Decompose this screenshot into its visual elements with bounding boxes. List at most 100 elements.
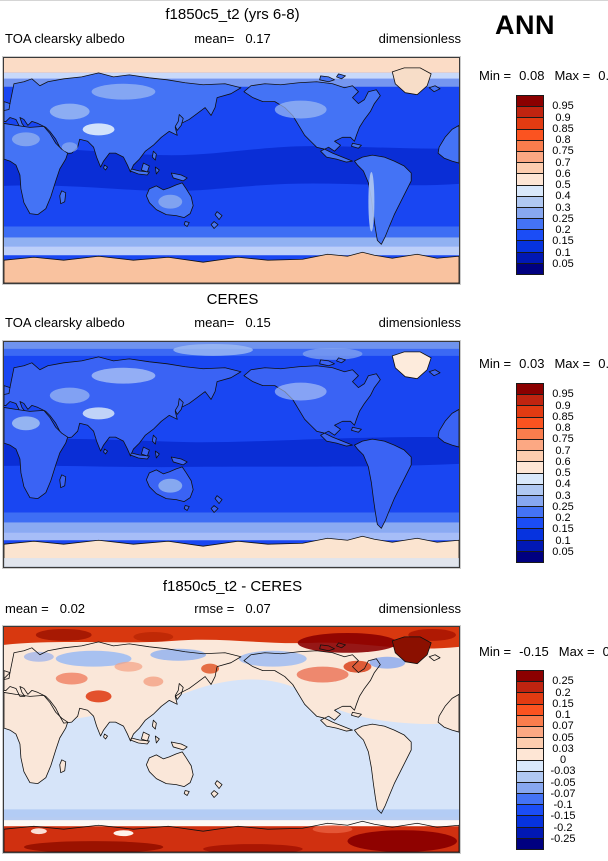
panel3-mean-label: mean = [5,601,49,616]
p3-arctic-darkred2 [35,628,92,641]
p3-southern-blue-band [4,809,459,821]
p3-midlat-blue2 [150,648,207,661]
panel3-colorbar-labels: 0.25 0.2 0.15 0.1 0.07 0.05 0.03 0 -0.03 -0.05 -0.… [550,675,576,845]
panel2-min-label: Min = [479,356,512,371]
p3-midlat-blue4 [369,656,406,669]
panel1-mean-value: 0.17 [245,31,271,46]
p2-southern-band2 [4,522,459,533]
panel2-max-label: Max = [554,356,591,371]
panel3-max-value: 0.59 [602,644,608,659]
p1-north-america-patch [274,100,327,119]
panel1-minmax: Min = 0.08 Max = 0.72 [479,68,608,83]
panel3-minmax: Min = -0.15 Max = 0.59 [479,644,608,659]
panel1-mean-label: mean= [194,31,235,46]
panel1-min-value: 0.08 [519,68,545,83]
panel1-variable-label: TOA clearsky albedo [5,31,125,46]
p1-subarctic-band [4,78,459,87]
p3-canada-red [296,666,349,683]
panel1-min-label: Min = [479,68,512,83]
p3-central-asia-red [55,672,88,685]
p3-siberia-red [114,661,143,672]
p2-southern-band3 [4,532,459,541]
pan2-max-value: 0.67 [598,356,608,371]
diff-map [3,626,460,853]
p1-southern-band3 [4,246,459,256]
top-divider [0,0,608,1]
p2-australia-patch [158,478,183,493]
panel1-units: dimensionless [378,31,461,46]
p2-siberia-patch [91,367,156,384]
p1-central-asia-patch [49,103,90,120]
p2-tibet-patch [82,407,115,420]
p3-antarctic-darkred2 [347,830,458,852]
panel2-variable-label: TOA clearsky albedo [5,315,125,330]
p3-tibet-red [85,690,112,703]
panel3-min-value: -0.15 [519,644,549,659]
panel2-colorbar: 0.95 0.9 0.85 0.8 0.75 0.7 0.6 0.5 0.4 0.3 0.25 0.2… [516,383,606,563]
p3-antarctic-darkred1 [23,841,164,852]
panel2-units: dimensionless [378,315,461,330]
panel2-mean: mean= 0.15 [4,315,461,330]
p1-southern-band2 [4,237,459,247]
panel3-mean-value: 0.02 [59,601,86,616]
p3-china-red [143,676,164,687]
p3-antarctic-darkred3 [203,844,303,852]
p3-antarctic-white1 [113,830,134,837]
panel3-max-label: Max = [558,644,595,659]
panel3-rmse-label: rmse = [194,601,235,616]
p3-midlat-blue5 [23,651,54,662]
panel1-colorbar-labels: 0.95 0.9 0.85 0.8 0.75 0.7 0.6 0.5 0.4 0.3 0.25 0.2… [552,100,574,270]
panel3-colorbar-cells [516,670,544,850]
panel2-colorbar-labels: 0.95 0.9 0.85 0.8 0.75 0.7 0.6 0.5 0.4 0.3 0.25 0.2… [552,388,574,558]
p3-ne-canada-red [343,660,372,673]
p3-midlat-blue1 [55,650,132,667]
panel3-rmse: rmse = 0.07 [4,601,461,616]
panel3-units: dimensionless [378,601,461,616]
p3-antarctic-orange [312,825,353,834]
panel1-title: f1850c5_t2 (yrs 6-8) [165,6,300,23]
season-label: ANN [495,10,555,40]
panel2-mean-value: 0.15 [245,315,271,330]
p1-southern-band1 [4,226,459,238]
p3-arctic-darkred1 [297,632,398,653]
panel3-min-label: Min = [479,644,512,659]
p1-arctic-band [4,58,459,73]
p1-tibet-patch [82,123,115,136]
panel3-title: f1850c5_t2 - CERES [162,578,303,595]
panel3-rmse-value: 0.07 [245,601,271,616]
p2-antarctic-fringe [4,558,459,567]
p3-arctic-darkred4 [133,631,174,642]
p3-southern-white-gap [4,820,459,827]
panel1-max-value: 0.72 [598,68,608,83]
panel3-colorbar: 0.25 0.2 0.15 0.1 0.07 0.05 0.03 0 -0.03 -0.05 -0.… [516,670,606,850]
panel2-title: CERES [206,291,259,308]
p3-midlat-blue3 [238,650,307,667]
p3-kamchatka-red [201,663,220,674]
panel1-colorbar: 0.95 0.9 0.85 0.8 0.75 0.7 0.6 0.5 0.4 0.3 0.25 0.2… [516,95,606,275]
panel2-colorbar-cells [516,383,544,563]
panel2-minmax: Min = 0.03 Max = 0.67 [479,356,608,371]
p2-southern-band1 [4,512,459,523]
obs-map [3,341,460,568]
p1-arctic-edge-band [4,72,459,79]
p3-antarctic-white2 [30,828,47,835]
panel2-min-value: 0.03 [519,356,545,371]
panel1-mean: mean= 0.17 [4,31,461,46]
p1-siberia-patch [91,83,156,100]
p1-tropical-dark-band [4,146,459,192]
panel2-mean-label: mean= [194,315,235,330]
p1-andes-patch [368,171,375,232]
p1-australia-patch [158,194,183,209]
p2-north-america-patch [274,382,327,401]
p1-sahara-patch [11,132,40,147]
panel1-colorbar-cells [516,95,544,275]
p2-arctic-patch1 [173,343,253,356]
model-map [3,57,460,284]
p1-arabia-patch [61,142,78,153]
panel3-mean: mean = 0.02 [5,601,85,616]
p2-sahara-patch [11,416,40,431]
panel1-max-label: Max = [554,68,591,83]
p2-arctic-patch2 [302,347,363,360]
p2-central-asia-patch [49,387,90,404]
